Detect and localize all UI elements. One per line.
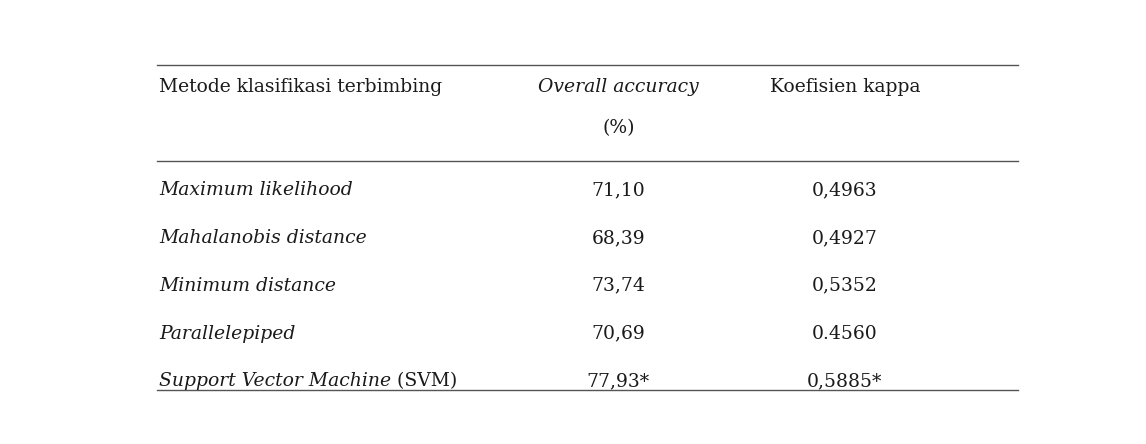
Text: Overall accuracy: Overall accuracy	[537, 79, 699, 96]
Text: 0,4927: 0,4927	[813, 229, 878, 247]
Text: (%): (%)	[602, 119, 635, 138]
Text: Minimum distance: Minimum distance	[159, 277, 336, 295]
Text: 0.4560: 0.4560	[813, 325, 878, 343]
Text: Maximum likelihood: Maximum likelihood	[159, 181, 353, 199]
Text: Koefisien kappa: Koefisien kappa	[770, 79, 920, 96]
Text: Parallelepiped: Parallelepiped	[159, 325, 296, 343]
Text: Mahalanobis distance: Mahalanobis distance	[159, 229, 367, 247]
Text: 0,5352: 0,5352	[813, 277, 878, 295]
Text: Metode klasifikasi terbimbing: Metode klasifikasi terbimbing	[159, 79, 442, 96]
Text: 70,69: 70,69	[591, 325, 645, 343]
Text: (SVM): (SVM)	[392, 373, 457, 390]
Text: 71,10: 71,10	[591, 181, 645, 199]
Text: 73,74: 73,74	[591, 277, 645, 295]
Text: 68,39: 68,39	[591, 229, 645, 247]
Text: 0,5885*: 0,5885*	[807, 373, 882, 390]
Text: 77,93*: 77,93*	[587, 373, 650, 390]
Text: Support Vector Machine: Support Vector Machine	[159, 373, 392, 390]
Text: 0,4963: 0,4963	[813, 181, 878, 199]
